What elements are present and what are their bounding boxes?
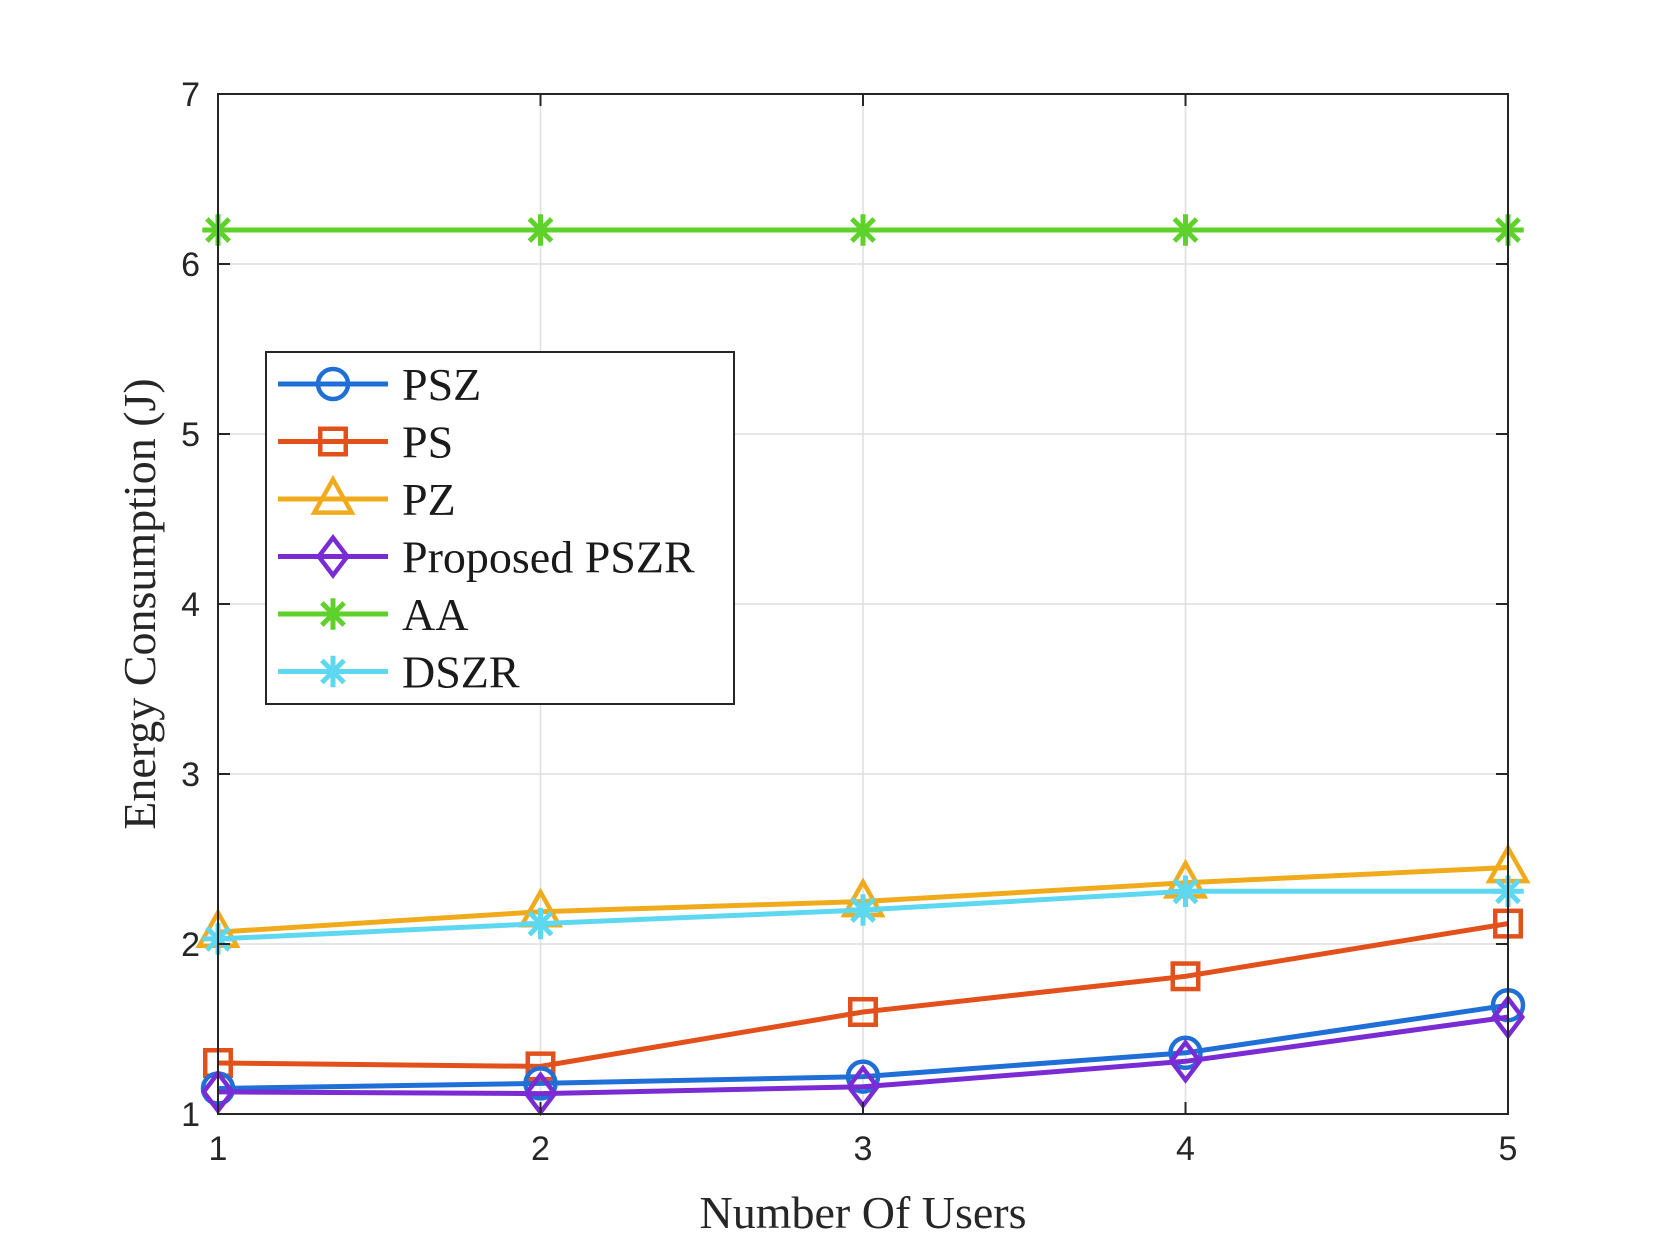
series-dszr <box>202 875 1524 955</box>
legend-marker <box>310 474 356 515</box>
series-layer <box>195 214 1531 1117</box>
x-tick-label: 5 <box>1499 1130 1518 1168</box>
legend-item: AA <box>278 589 468 640</box>
y-tick-label: 6 <box>181 246 200 284</box>
series-line <box>217 1002 1509 1091</box>
data-point <box>845 1059 881 1094</box>
legend-item: PSZ <box>278 359 481 410</box>
series-aa <box>202 214 1524 246</box>
legend-label: PS <box>402 417 453 468</box>
legend-box <box>265 351 735 705</box>
y-tick-label: 2 <box>181 926 200 964</box>
x-tick-label: 3 <box>854 1130 873 1168</box>
data-point <box>847 894 879 926</box>
data-point <box>1168 1035 1203 1071</box>
legend-item: PZ <box>278 474 456 525</box>
x-tick-label: 2 <box>531 1130 550 1168</box>
y-tick-label: 4 <box>181 586 200 624</box>
legend-item: Proposed PSZR <box>278 532 695 583</box>
legend-marker <box>317 655 349 688</box>
data-point <box>523 1066 558 1101</box>
legend-item: DSZR <box>278 647 520 698</box>
data-point <box>1169 214 1202 246</box>
legend-marker <box>315 366 351 402</box>
series-line <box>217 921 1509 1069</box>
data-point <box>847 214 879 246</box>
y-axis-title: Energy Consumption (J) <box>114 378 165 829</box>
x-tick-label: 1 <box>209 1130 228 1168</box>
legend-item: PS <box>278 417 453 468</box>
data-point <box>848 997 878 1027</box>
data-point <box>1168 1038 1203 1084</box>
data-point <box>525 1051 556 1082</box>
y-tick-label: 5 <box>181 416 200 454</box>
legend-label: PSZ <box>402 359 481 410</box>
y-tick-label: 7 <box>181 76 200 114</box>
y-tick-label: 3 <box>181 756 200 794</box>
legend-label: DSZR <box>402 647 520 698</box>
data-point <box>1169 875 1202 908</box>
legend-marker <box>317 598 349 630</box>
data-point <box>524 907 557 940</box>
legend: PSZ PS PZ Proposed PSZR AA DSZR <box>265 351 735 705</box>
legend-marker <box>315 534 351 579</box>
legend-marker <box>318 426 348 457</box>
series-line <box>217 1014 1509 1097</box>
axis-ticks: 1 2 3 4 5 1 2 3 4 5 6 7 <box>181 76 1517 1168</box>
legend-label: AA <box>402 589 468 640</box>
y-tick-label: 1 <box>181 1096 200 1134</box>
legend-label: Proposed PSZR <box>402 532 695 583</box>
data-point <box>1170 961 1201 992</box>
x-tick-label: 4 <box>1176 1130 1195 1168</box>
legend-label: PZ <box>402 474 456 525</box>
data-point <box>524 214 557 246</box>
series-psz <box>200 987 1526 1106</box>
x-axis-title: Number Of Users <box>699 1187 1026 1238</box>
